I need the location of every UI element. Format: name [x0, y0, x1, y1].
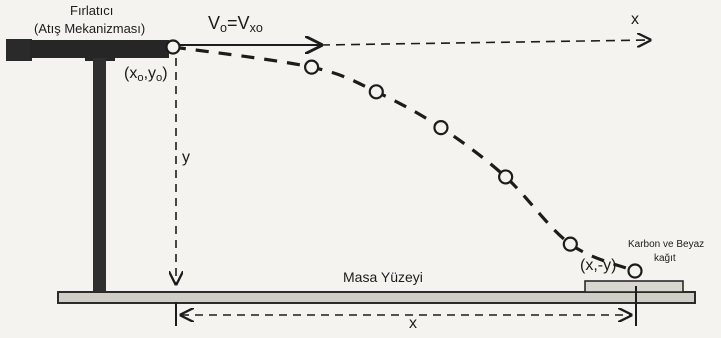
trajectory-points — [165, 39, 643, 279]
landing-point-label: (x,-y) — [580, 257, 617, 274]
start-point-label: (xo,yo) — [124, 65, 168, 84]
trajectory-point — [433, 120, 449, 136]
trajectory-point — [304, 59, 320, 75]
table-surface-label: Masa Yüzeyi — [343, 269, 423, 285]
trajectory-path — [172, 45, 636, 273]
launcher-block — [6, 39, 32, 61]
launcher-barrel — [30, 40, 169, 58]
x-axis-arrow — [320, 40, 650, 45]
carbon-paper — [584, 280, 684, 293]
trajectory-point — [368, 84, 384, 100]
launcher-mechanism-label: (Atış Mekanizması) — [34, 21, 146, 36]
trajectory-point — [498, 169, 514, 185]
trajectory-point — [165, 39, 181, 55]
launcher-title: Fırlatıcı — [70, 3, 114, 18]
x-axis-label: x — [631, 11, 639, 28]
vertical-distance-label: y — [182, 149, 190, 166]
trajectory-point — [627, 263, 643, 279]
velocity-label: Vo=Vxo — [208, 13, 263, 35]
paper-label-line2: kağıt — [654, 253, 676, 264]
horizontal-distance-label: x — [409, 315, 417, 332]
paper-label-line1: Karbon ve Beyaz — [628, 239, 705, 250]
trajectory-point — [562, 236, 578, 252]
table-surface-bar — [57, 291, 696, 304]
launcher-stand — [93, 58, 106, 298]
